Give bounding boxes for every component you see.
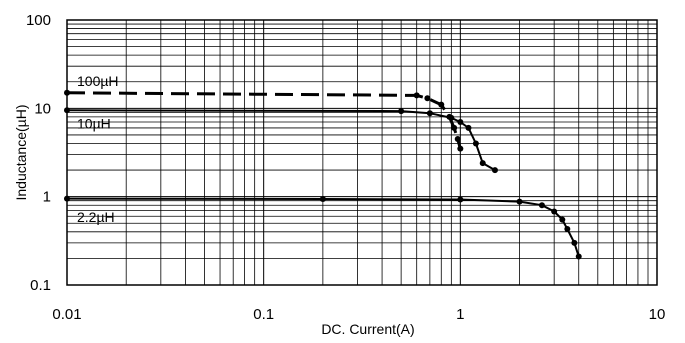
- series-line: [66, 197, 580, 257]
- series-point: [479, 160, 486, 167]
- y-tick-label: 1: [43, 189, 51, 206]
- series-point: [424, 95, 431, 102]
- grid-lines: [66, 20, 657, 286]
- series-point: [491, 167, 498, 174]
- series-point: [438, 101, 445, 108]
- y-tick-label: 10: [34, 100, 51, 117]
- series-point: [448, 114, 455, 121]
- plot-frame: [66, 19, 658, 286]
- series-point: [571, 239, 578, 246]
- series-point: [564, 226, 571, 233]
- series-point: [319, 196, 326, 203]
- x-axis-label: DC. Current(A): [321, 321, 414, 337]
- series-label: 10µH: [77, 116, 111, 132]
- series-point: [575, 253, 582, 260]
- y-tick-label: 0.1: [30, 277, 51, 294]
- series-point: [413, 92, 420, 99]
- y-tick-label: 100: [26, 12, 51, 29]
- series-point: [472, 140, 479, 147]
- series-labels: 100µH 10µH 2.2µH: [77, 73, 119, 225]
- series-label: 2.2µH: [77, 209, 115, 225]
- x-tick-label: 0.1: [253, 306, 274, 323]
- series-line: [66, 109, 496, 171]
- series-point: [64, 195, 70, 202]
- x-tick-label: 1: [456, 306, 464, 323]
- series-point: [457, 145, 464, 152]
- x-tick-label: 0.01: [52, 306, 81, 323]
- series-point: [398, 108, 405, 115]
- series-point: [516, 198, 523, 205]
- series-point: [457, 119, 464, 126]
- series-point: [64, 89, 70, 96]
- series-point: [538, 202, 545, 209]
- series-label: 100µH: [77, 73, 119, 89]
- series-point: [454, 135, 461, 142]
- series-layer: [64, 89, 582, 260]
- series-point: [457, 196, 464, 203]
- series-point: [426, 110, 433, 117]
- series-point: [64, 107, 70, 114]
- series-point: [451, 124, 458, 131]
- series-point: [551, 208, 558, 215]
- y-axis-label: Inductance(µH): [13, 105, 29, 201]
- series-point: [559, 216, 566, 223]
- series-point: [465, 124, 472, 131]
- x-tick-label: 10: [649, 306, 666, 323]
